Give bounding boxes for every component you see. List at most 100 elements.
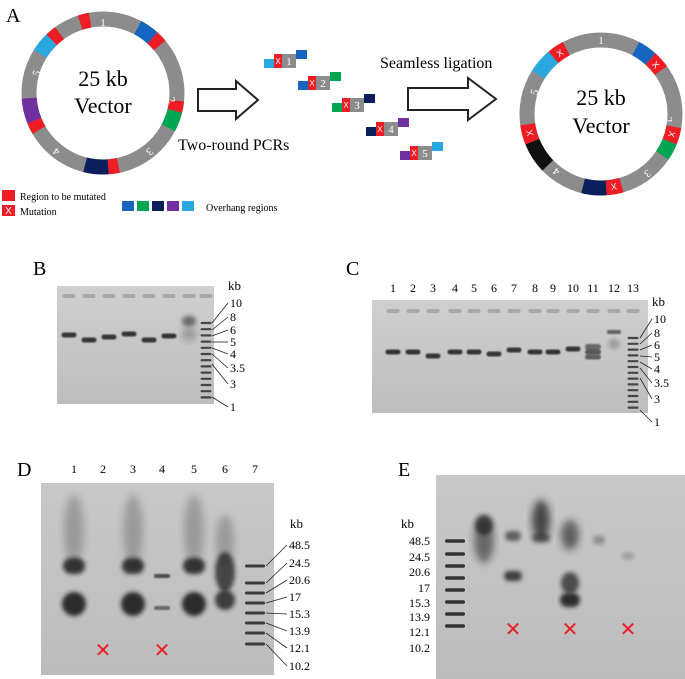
mutation-x-mark: X — [524, 129, 535, 137]
pcr-fragments: X 1X 2X 3X 4X 5 — [264, 50, 443, 160]
legend-overhang-1 — [122, 201, 134, 211]
lane-number: 4 — [159, 462, 165, 476]
gel-e-kb-label: kb — [401, 516, 414, 531]
gel-band — [62, 592, 86, 616]
mutation-segment — [548, 42, 570, 64]
marker-leader-line — [265, 632, 288, 649]
overhang-segment — [134, 21, 158, 44]
mutation-x-mark: X — [610, 181, 618, 192]
fragment-x-mark: X — [343, 101, 349, 110]
marker-band — [627, 354, 639, 357]
gel-band — [561, 572, 579, 594]
gel-band — [215, 552, 235, 592]
fragment-x-mark: X — [275, 57, 281, 66]
lane-number: 2 — [100, 462, 106, 476]
marker-size-label: 15.3 — [409, 596, 430, 610]
gel-well — [82, 294, 96, 298]
lane-number: 6 — [491, 281, 497, 295]
gel-band — [593, 536, 605, 544]
legend-overhang-2 — [137, 201, 149, 211]
marker-size-label: 20.6 — [289, 573, 310, 587]
gel-band — [425, 353, 441, 359]
legend-region-swatch — [2, 190, 15, 201]
mutation-segment — [520, 123, 540, 145]
gel-well — [406, 309, 420, 313]
gel-e — [436, 475, 685, 679]
marker-size-label: 6 — [230, 323, 236, 337]
gel-well — [586, 309, 600, 313]
fragment-mutation — [410, 146, 418, 160]
gel-band — [447, 349, 463, 355]
arrow-1-label: Two-round PCRs — [178, 137, 289, 154]
left-seg-number-5: 5 — [30, 68, 43, 78]
region-to-mutate — [147, 32, 166, 51]
mutation-x-mark: X — [666, 130, 677, 139]
fragment-right-overhang — [364, 94, 375, 103]
marker-band — [245, 631, 265, 635]
fragment-right-overhang — [330, 72, 341, 81]
right-seg-number-2: 2 — [661, 116, 674, 125]
right-seg-number-1: 1 — [598, 35, 604, 47]
gel-band — [215, 590, 235, 610]
gel-band — [182, 327, 196, 341]
lane-number: 9 — [550, 281, 556, 295]
marker-size-label: 15.3 — [289, 607, 310, 621]
panel-b-label: B — [33, 258, 46, 280]
fragment-left-overhang — [332, 103, 343, 112]
gel-band — [607, 330, 621, 334]
gel-well — [162, 294, 176, 298]
fragment-left-overhang — [400, 151, 411, 160]
gel-d-bands: ✕ ✕ — [62, 495, 265, 662]
marker-size-label: 48.5 — [289, 538, 310, 552]
mutation-segment — [662, 125, 682, 145]
failed-lane-cross: ✕ — [95, 640, 112, 662]
mutation-x-mark: X — [555, 47, 566, 59]
gel-d-marker-labels: 48.5 24.5 20.6 17 15.3 13.9 12.1 10.2 — [265, 538, 310, 673]
marker-band — [200, 334, 212, 337]
marker-leader-line — [639, 344, 653, 351]
panel-a-label: A — [6, 5, 21, 27]
gel-band — [505, 531, 521, 541]
arrow-two-round-pcrs: Two-round PCRs — [178, 78, 289, 154]
marker-leader-line — [211, 396, 229, 408]
marker-size-label: 4 — [654, 362, 660, 376]
lane-number: 6 — [222, 462, 228, 476]
marker-band — [245, 581, 265, 585]
gel-b-bands — [61, 294, 213, 399]
marker-leader-line — [639, 409, 653, 423]
marker-leader-line — [265, 596, 288, 604]
marker-band — [200, 371, 212, 374]
lane-number: 7 — [252, 462, 258, 476]
gel-well — [448, 309, 462, 313]
left-vector-ring: 1 2 3 4 5 25 kb Vector — [21, 11, 185, 175]
marker-band — [200, 352, 212, 356]
gel-band — [466, 349, 482, 355]
gel-band — [122, 558, 144, 574]
lane-number: 4 — [452, 281, 458, 295]
marker-size-label: 20.6 — [409, 565, 430, 579]
fragment-left-overhang — [264, 59, 275, 68]
gel-band — [504, 571, 522, 581]
marker-leader-line — [265, 579, 288, 594]
marker-band — [245, 591, 265, 595]
fragment-number: 2 — [320, 78, 326, 90]
lane-number: 12 — [608, 281, 620, 295]
gel-well — [62, 294, 76, 298]
panel-a: A 1 2 3 4 5 25 kb Vector Two-round PCRs … — [2, 5, 683, 218]
region-to-mutate — [27, 117, 46, 134]
marker-size-label: 17 — [289, 590, 301, 604]
lane-number: 13 — [627, 281, 639, 295]
lane-number: 7 — [511, 281, 517, 295]
fragment-body — [316, 76, 330, 90]
gel-band — [63, 558, 85, 574]
overhang-segment — [581, 178, 607, 196]
marker-leader-line — [639, 355, 653, 358]
gel-well — [607, 309, 621, 313]
overhang-segment — [83, 157, 109, 175]
gel-smear — [561, 520, 579, 550]
lane-number: 3 — [130, 462, 136, 476]
fragment-body — [282, 54, 296, 68]
mutation-x-mark: X — [650, 59, 661, 70]
fragment-mutation — [376, 122, 384, 136]
